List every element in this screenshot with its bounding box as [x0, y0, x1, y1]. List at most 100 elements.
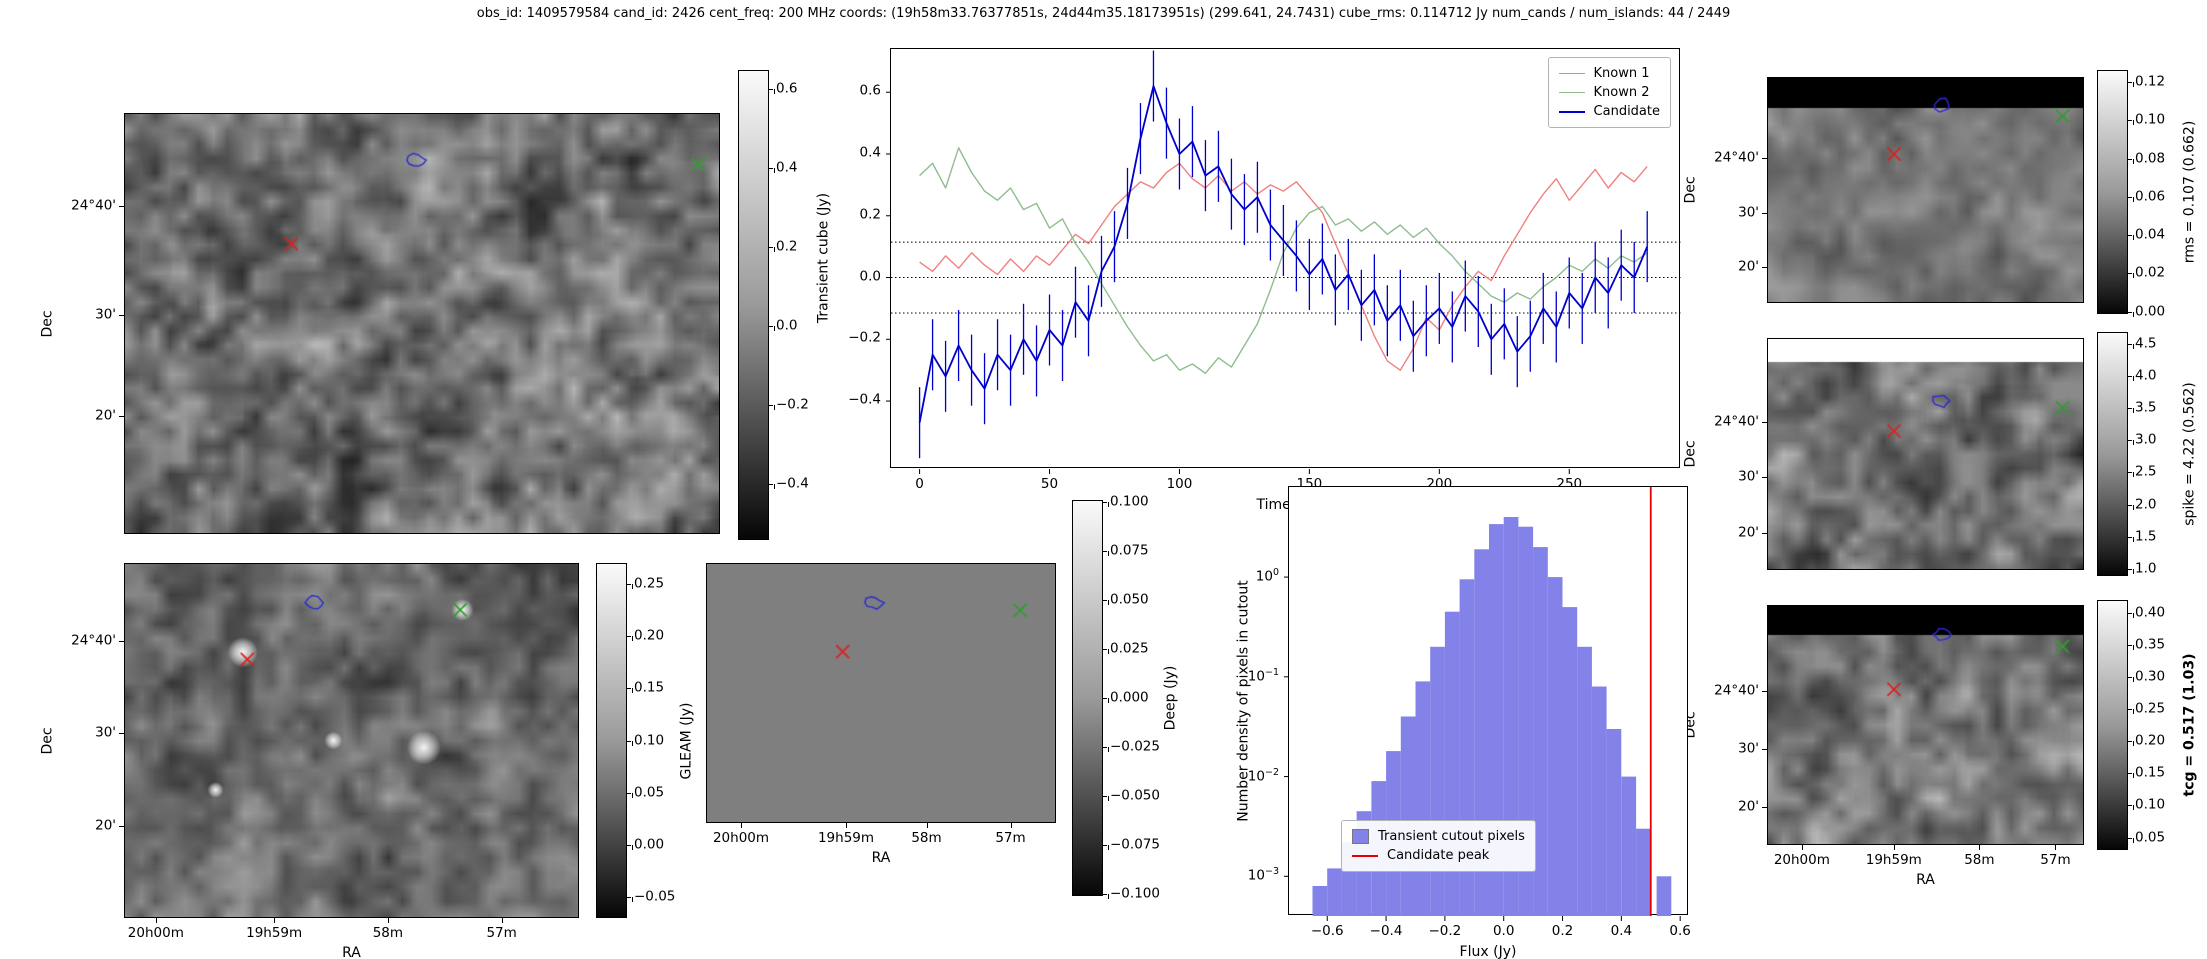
colorbar-tick: [2133, 805, 2134, 811]
colorbar-tick-label: 0.12: [2135, 73, 2166, 90]
candidate-line: [918, 85, 1649, 423]
dec-tick-label: 20': [1738, 258, 1759, 275]
candidate-peak-legend-swatch: [1352, 854, 1378, 857]
colorbar-tick-label: 0.10: [2135, 112, 2166, 128]
colorbar-tick: [2128, 120, 2132, 122]
colorbar-tick-label: 1.5: [2135, 528, 2157, 545]
ra-tick-label: 20h00m: [127, 925, 184, 941]
colorbar-tick: [774, 325, 775, 331]
colorbar-tick-label: 0.10: [2135, 796, 2166, 813]
colorbar-tick: [2128, 235, 2132, 237]
known-2-legend-label: Known 2: [1593, 85, 1650, 100]
colorbar-tick: [1103, 501, 1107, 503]
lightcurve-y-axis-label: Transient cube (Jy): [815, 192, 832, 324]
histogram-bar: [1415, 681, 1431, 916]
colorbar-tick-label: 4.5: [2135, 335, 2157, 352]
legend-row: Transient cutout pixels: [1352, 827, 1525, 846]
known-1-legend-swatch: [1558, 73, 1585, 74]
dec-tick-label: 30': [95, 306, 116, 323]
histogram-bar: [1400, 716, 1416, 916]
colorbar-tick: [1108, 599, 1109, 605]
rms-map-image: [1768, 78, 2083, 302]
colorbar-tick: [2128, 536, 2132, 538]
flux-tick-label: 0.0: [859, 268, 881, 285]
colorbar-tick-label: 0.20: [2135, 732, 2166, 749]
spike-map-colorbar-label: spike = 4.22 (0.562): [2181, 382, 2198, 526]
colorbar-tick: [2133, 708, 2134, 714]
density-tick-label: 100: [1255, 566, 1279, 585]
colorbar-tick-label: 0.04: [2135, 226, 2166, 243]
dec-axis-label: Dec: [39, 726, 56, 755]
colorbar-tick: [1103, 894, 1107, 896]
dec-tick-label: 24°40': [1714, 682, 1759, 699]
colorbar-tick-label: 0.00: [634, 836, 665, 853]
colorbar-tick: [627, 584, 631, 586]
colorbar-tick: [632, 688, 633, 694]
legend-row: Candidate peak: [1352, 846, 1525, 865]
ra-tick-label: 57m: [486, 925, 517, 941]
colorbar-tick-label: 0.15: [2135, 764, 2166, 781]
axis-tick: [846, 823, 847, 828]
colorbar-tick: [632, 636, 633, 642]
axis-tick: [926, 823, 928, 828]
ra-tick-label: 19h59m: [1865, 852, 1922, 868]
histogram-bar: [1327, 868, 1342, 916]
histogram-bar: [1591, 686, 1607, 916]
dec-axis-label: Dec: [1682, 176, 1699, 204]
candidate-peak-legend-label: Candidate peak: [1387, 848, 1490, 863]
colorbar-tick: [2133, 158, 2134, 164]
lightcurve-legend: Known 1 Known 2 Candidate: [1547, 57, 1671, 128]
colorbar-tick: [1108, 796, 1109, 801]
dec-tick-label: 20': [95, 817, 116, 834]
colorbar-tick-label: 0.25: [2135, 700, 2166, 717]
time-tick-label: 0: [915, 476, 924, 492]
flux-tick-label: −0.6: [1310, 923, 1344, 939]
transient-cube-cutout-image: [125, 114, 719, 533]
colorbar-tick: [1108, 501, 1109, 507]
tcg-map-colorbar-label: tcg = 0.517 (1.03): [2181, 653, 2198, 797]
colorbar-tick: [769, 167, 773, 169]
colorbar-tick: [2133, 644, 2134, 650]
colorbar-tick: [2133, 568, 2134, 574]
axis-tick: [1762, 532, 1767, 534]
colorbar-tick-label: 0.2: [776, 238, 798, 255]
colorbar-tick: [774, 167, 775, 173]
colorbar-tick: [2128, 376, 2132, 378]
colorbar-tick: [1103, 796, 1107, 797]
axis-tick: [2055, 845, 2057, 850]
histogram-bar: [1577, 646, 1592, 916]
gleam-cutout-image: [125, 564, 578, 917]
time-tick-label: 50: [1040, 476, 1059, 492]
colorbar-tick: [2128, 568, 2132, 570]
dec-axis-label: Dec: [39, 309, 56, 338]
gleam-cutout-colorbar: [596, 563, 627, 918]
colorbar-tick-label: 0.25: [634, 575, 665, 592]
colorbar-tick: [2128, 344, 2132, 346]
ra-tick-label: 19h59m: [246, 925, 303, 941]
density-axis-label: Number density of pixels in cutout: [1235, 579, 1252, 822]
flux-tick-label: 0.2: [1551, 923, 1574, 939]
axis-tick: [155, 918, 157, 923]
dec-tick-label: 24°40': [71, 632, 116, 649]
colorbar-tick-label: −0.4: [776, 475, 809, 492]
colorbar-tick: [1103, 550, 1107, 552]
axis-tick: [119, 205, 124, 207]
dec-tick-label: 30': [95, 724, 116, 741]
colorbar-tick: [2128, 805, 2132, 807]
colorbar-tick: [2133, 440, 2134, 446]
colorbar-tick: [1108, 845, 1109, 850]
colorbar-tick: [769, 246, 773, 248]
colorbar-tick-label: 0.100: [1110, 493, 1149, 510]
colorbar-tick-label: −0.050: [1110, 787, 1160, 804]
spike-map-panel: [1767, 338, 2084, 570]
dec-tick-label: 30': [1738, 740, 1759, 757]
colorbar-tick: [2133, 504, 2134, 510]
colorbar-tick: [632, 584, 633, 590]
colorbar-tick: [2133, 676, 2134, 682]
colorbar-tick: [2128, 612, 2132, 614]
flux-tick-label: 0.6: [859, 82, 881, 99]
time-tick-label: 100: [1166, 476, 1193, 492]
histogram-bar: [1518, 526, 1534, 916]
dec-axis-label: Dec: [1682, 440, 1699, 468]
ra-tick-label: 57m: [995, 830, 1026, 846]
